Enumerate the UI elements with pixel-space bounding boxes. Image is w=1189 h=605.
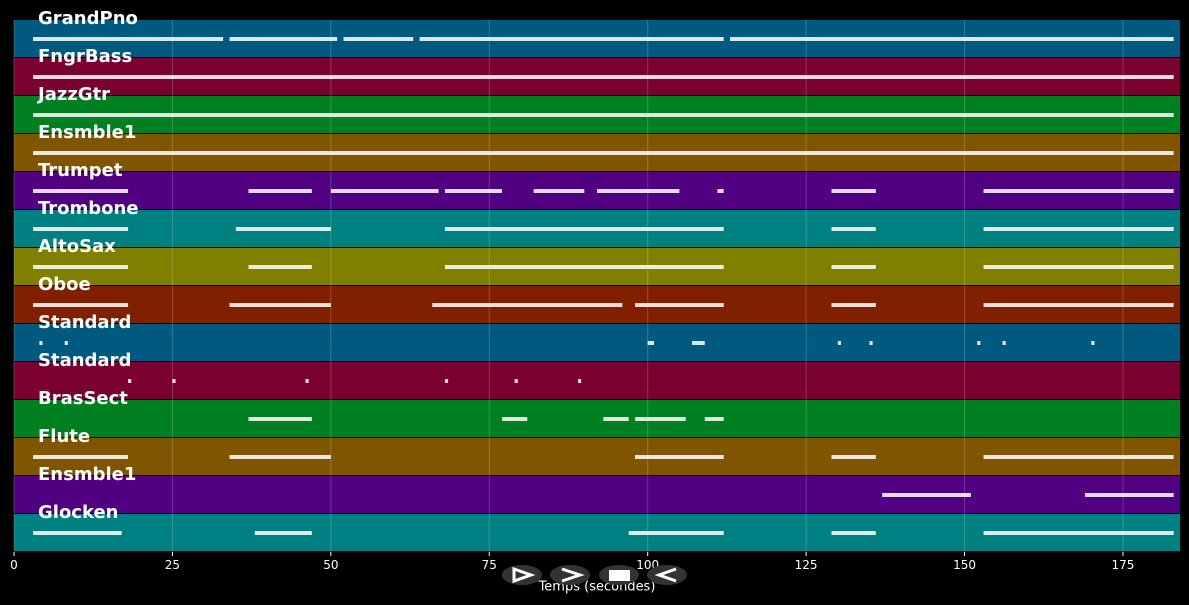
note-segment bbox=[419, 37, 724, 41]
note-segment bbox=[444, 189, 502, 193]
track-name: Glocken bbox=[38, 502, 119, 523]
note-segment bbox=[33, 227, 129, 231]
overlay: GrandPno FngrBass JazzGtr Ensmble1 Trumpet Tr… bbox=[10, 8, 1134, 572]
note-segment bbox=[647, 341, 655, 345]
note-segment bbox=[983, 227, 1174, 231]
note-segment bbox=[983, 303, 1174, 307]
note-segment bbox=[603, 417, 629, 421]
note-segment bbox=[33, 75, 1174, 79]
tracks bbox=[14, 20, 1180, 551]
track-name: Trombone bbox=[38, 198, 139, 219]
forward-button[interactable] bbox=[550, 565, 590, 585]
x-tick-label: 125 bbox=[795, 558, 818, 572]
note-segment bbox=[837, 341, 841, 345]
note-segment bbox=[1091, 341, 1095, 345]
note-segment bbox=[831, 265, 876, 269]
note-segment bbox=[730, 37, 1174, 41]
note-segment bbox=[977, 341, 981, 345]
note-segment bbox=[635, 303, 724, 307]
x-tick-label: 175 bbox=[1112, 558, 1135, 572]
note-segment bbox=[831, 303, 876, 307]
track-name: Flute bbox=[38, 426, 90, 447]
track-band bbox=[14, 324, 1180, 361]
note-segment bbox=[635, 417, 686, 421]
note-segment bbox=[229, 37, 338, 41]
note-segment bbox=[983, 455, 1174, 459]
x-tick-label: 0 bbox=[10, 558, 18, 572]
note-segment bbox=[983, 531, 1174, 535]
note-segment bbox=[628, 531, 724, 535]
note-segment bbox=[831, 227, 876, 231]
note-segment bbox=[1084, 493, 1174, 497]
note-segment bbox=[444, 265, 724, 269]
track-name: Ensmble1 bbox=[38, 464, 136, 485]
back-button[interactable] bbox=[647, 565, 687, 585]
note-segment bbox=[33, 189, 129, 193]
note-segment bbox=[248, 189, 312, 193]
note-segment bbox=[64, 341, 68, 345]
note-segment bbox=[172, 379, 176, 383]
note-segment bbox=[248, 265, 312, 269]
note-segment bbox=[330, 189, 439, 193]
note-segment bbox=[577, 379, 582, 383]
track-name: Standard bbox=[38, 350, 131, 371]
note-segment bbox=[983, 189, 1174, 193]
note-segment bbox=[235, 227, 331, 231]
note-segment bbox=[597, 189, 680, 193]
track-name: GrandPno bbox=[38, 8, 138, 29]
note-segment bbox=[432, 303, 623, 307]
note-segment bbox=[444, 379, 449, 383]
track-name: Oboe bbox=[38, 274, 91, 295]
note-segment bbox=[33, 37, 224, 41]
note-segment bbox=[33, 455, 129, 459]
x-tick-label: 75 bbox=[482, 558, 497, 572]
track-name: BrasSect bbox=[38, 388, 128, 409]
track-name: JazzGtr bbox=[36, 84, 110, 105]
controls bbox=[502, 565, 687, 585]
note-segment bbox=[229, 303, 331, 307]
note-segment bbox=[33, 531, 122, 535]
note-segment bbox=[882, 493, 971, 497]
note-segment bbox=[254, 531, 312, 535]
note-segment bbox=[983, 265, 1174, 269]
x-tick-label: 150 bbox=[953, 558, 976, 572]
note-segment bbox=[831, 531, 876, 535]
note-segment bbox=[444, 227, 724, 231]
x-tick-label: 50 bbox=[323, 558, 338, 572]
note-segment bbox=[229, 455, 331, 459]
note-segment bbox=[831, 455, 876, 459]
x-tick-label: 25 bbox=[165, 558, 180, 572]
note-segment bbox=[717, 189, 724, 193]
note-segment bbox=[869, 341, 873, 345]
note-segment bbox=[33, 265, 129, 269]
note-segment bbox=[33, 113, 1174, 117]
note-segment bbox=[831, 189, 876, 193]
track-band bbox=[14, 476, 1180, 513]
note-segment bbox=[33, 151, 1174, 155]
track-name: Trumpet bbox=[38, 160, 123, 181]
note-segment bbox=[33, 303, 129, 307]
note-segment bbox=[128, 379, 132, 383]
track-band bbox=[14, 400, 1180, 437]
note-segment bbox=[501, 417, 528, 421]
note-segment bbox=[514, 379, 518, 383]
track-name: Standard bbox=[38, 312, 131, 333]
stop-button[interactable] bbox=[599, 565, 639, 585]
track-band bbox=[14, 362, 1180, 399]
track-name: Ensmble1 bbox=[38, 122, 136, 143]
note-segment bbox=[533, 189, 585, 193]
note-segment bbox=[692, 341, 705, 345]
note-segment bbox=[343, 37, 414, 41]
play-button[interactable] bbox=[502, 565, 542, 585]
note-segment bbox=[39, 341, 43, 345]
note-segment bbox=[704, 417, 724, 421]
note-segment bbox=[635, 455, 724, 459]
note-segment bbox=[305, 379, 309, 383]
note-segment bbox=[1002, 341, 1006, 345]
note-segment bbox=[248, 417, 312, 421]
track-name: FngrBass bbox=[38, 46, 132, 67]
track-name: AltoSax bbox=[38, 236, 116, 257]
